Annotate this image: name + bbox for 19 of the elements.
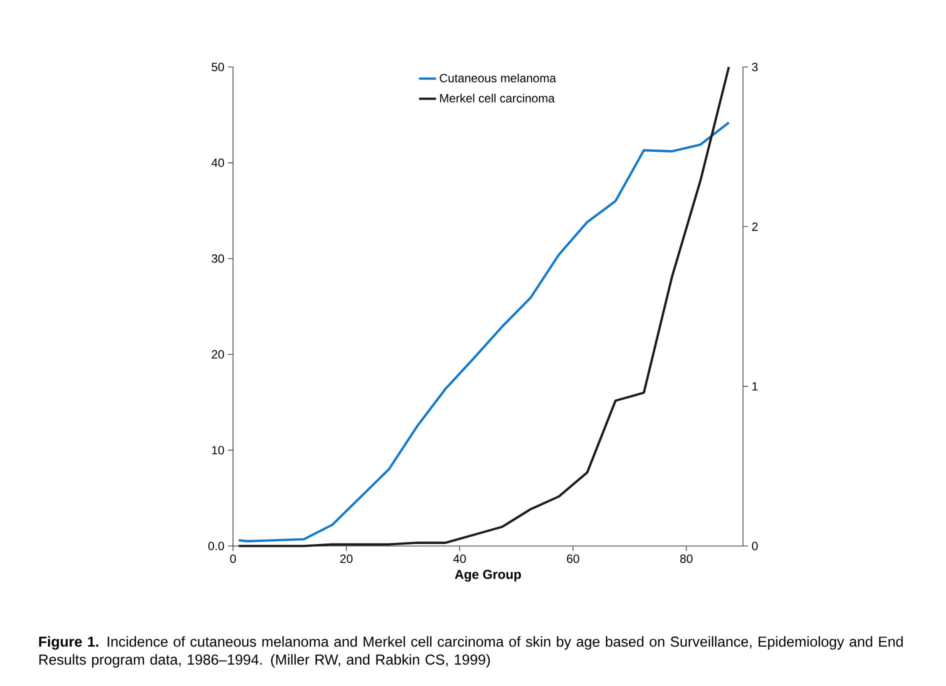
x-tick-label: 20 [340,554,353,563]
y2-tick-label: 1 [752,382,758,390]
legend-label: Cutaneous melanoma [440,74,556,82]
y2-tick-label: 0 [752,542,758,550]
y-tick-label: 30 [212,254,224,263]
x-tick-label: 0 [230,554,236,563]
y2-tick-label: 3 [752,62,758,72]
y2-tick-label: 2 [752,222,758,231]
y-tick-label: 20 [212,350,224,359]
text: Figure 1. Incidence of cutaneous melanoma and Merkel cell carcinoma of skin by age based on Surveillance, Epidemiology and End Results program data, 1986–1994. (Miller RW, and Rabkin CS, 1999) [39,636,903,668]
x-tick-label: 40 [453,554,466,563]
y-tick-label: 40 [211,158,224,168]
legend-label: Merkel cell carcinoma [440,94,555,102]
y-tick-label: 0.0 [208,542,224,550]
y-tick-label: 10 [212,446,224,454]
x-axis-title: Age Group [454,570,521,582]
x-tick-label: 80 [680,554,693,563]
y-tick-label: 50 [212,62,224,72]
x-tick-label: 60 [566,554,580,563]
